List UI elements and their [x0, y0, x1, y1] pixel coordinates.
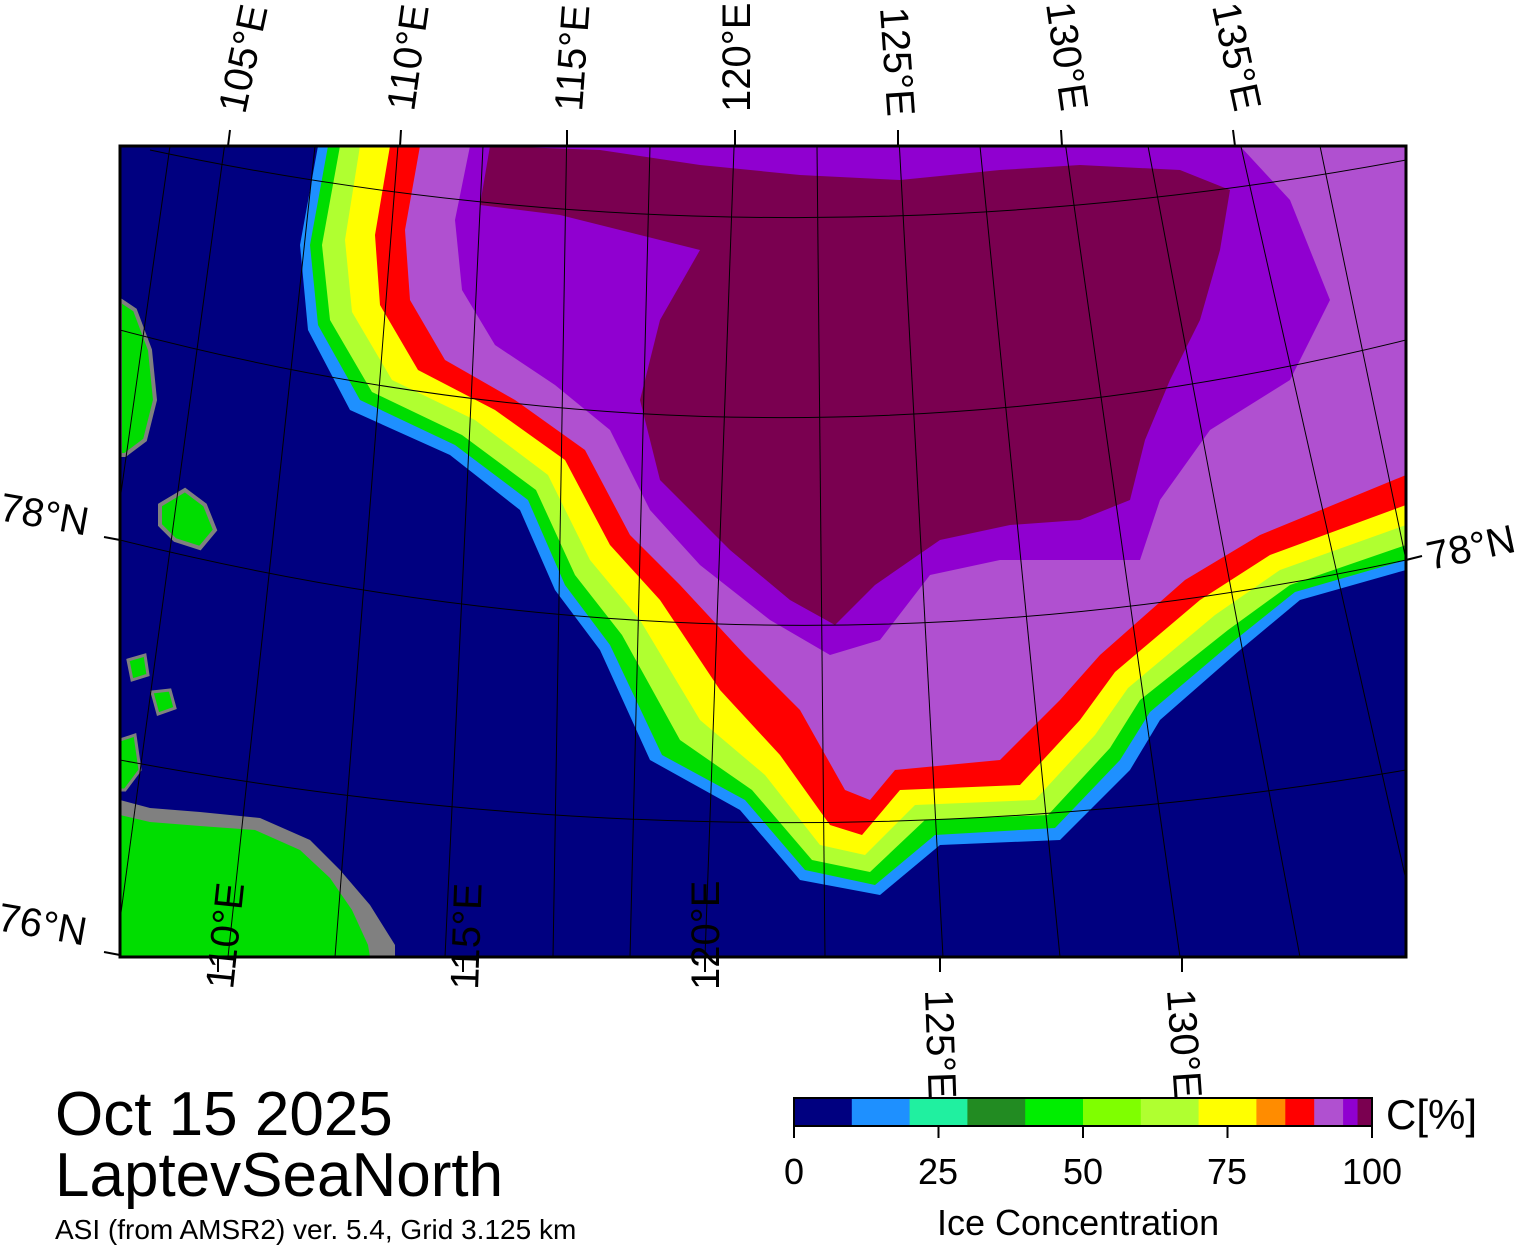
lon-label-top: 135°E	[1203, 0, 1269, 115]
colorbar-segment	[1343, 1098, 1359, 1126]
product-info: ASI (from AMSR2) ver. 5.4, Grid 3.125 km	[55, 1214, 577, 1245]
lon-label-top: 130°E	[1037, 0, 1096, 114]
colorbar-segment	[909, 1098, 968, 1126]
colorbar-unit: C[%]	[1386, 1091, 1478, 1138]
lon-label-bottom: 120°E	[684, 881, 728, 990]
colorbar-segment	[1256, 1098, 1286, 1126]
lon-label-top: 105°E	[211, 1, 277, 117]
lon-label-top: 125°E	[871, 6, 923, 118]
lat-label-left: 76°N	[0, 896, 90, 955]
colorbar-tick-label: 25	[917, 1151, 959, 1192]
land-island-3	[126, 653, 150, 682]
colorbar-segment	[967, 1098, 1026, 1126]
colorbar	[794, 1098, 1373, 1126]
colorbar-tick-label: 50	[1062, 1151, 1104, 1192]
colorbar-segment	[1357, 1098, 1373, 1126]
colorbar-ticks	[793, 1126, 1373, 1138]
colorbar-segment	[1285, 1098, 1315, 1126]
lon-label-bottom: 130°E	[1158, 988, 1210, 1100]
colorbar-segment	[794, 1098, 853, 1126]
graticule-parallels	[120, 149, 1406, 824]
colorbar-tick-label: 75	[1206, 1151, 1248, 1192]
lat-label-right: 78°N	[1423, 517, 1520, 579]
axis-ticks	[103, 129, 1423, 972]
colorbar-segment	[1314, 1098, 1344, 1126]
map-frame	[118, 144, 1408, 959]
colorbar-segment	[1083, 1098, 1142, 1126]
colorbar-segment	[1025, 1098, 1084, 1126]
colorbar-tick-label: 100	[1341, 1151, 1403, 1192]
colorbar-tick-label: 0	[783, 1151, 805, 1192]
land-island-4	[150, 688, 177, 716]
colorbar-segment	[1198, 1098, 1257, 1126]
lon-label-top: 110°E	[379, 2, 437, 114]
land-island-2	[158, 487, 218, 551]
region-title: LaptevSeaNorth	[55, 1141, 504, 1210]
graticule-meridians	[120, 146, 1406, 957]
lat-label-left: 78°N	[0, 486, 92, 545]
lon-label-bottom: 115°E	[443, 882, 491, 990]
land-taimyr	[120, 815, 370, 957]
lon-label-bottom: 125°E	[916, 989, 964, 1100]
colorbar-segment	[1140, 1098, 1200, 1126]
land-island-5	[120, 733, 142, 792]
ice-dark-purple	[480, 146, 1230, 625]
lon-label-top: 115°E	[547, 3, 598, 112]
date-title: Oct 15 2025	[55, 1080, 393, 1149]
colorbar-segment	[851, 1098, 911, 1126]
colorbar-title: Ice Concentration	[937, 1202, 1220, 1243]
lon-label-top: 120°E	[715, 3, 759, 112]
